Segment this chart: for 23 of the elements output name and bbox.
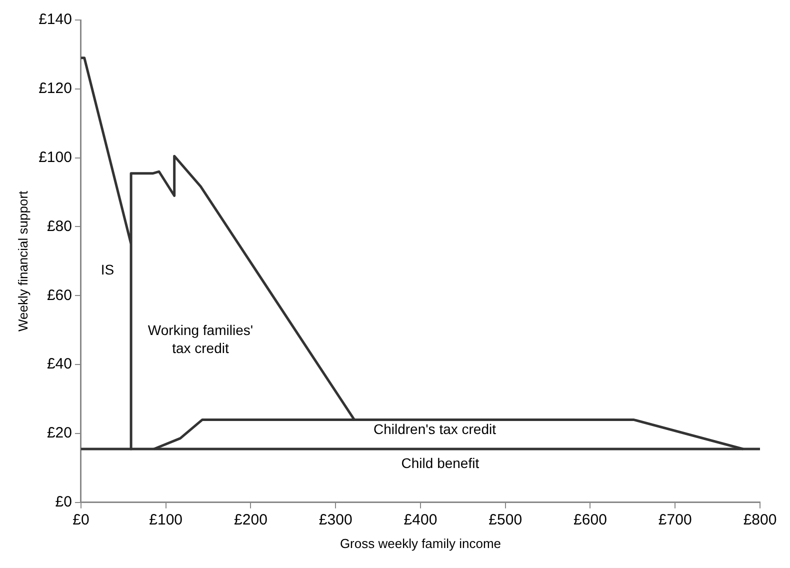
y-tick-label: £120 bbox=[38, 80, 72, 98]
x-tick-label: £400 bbox=[404, 512, 438, 529]
y-tick-label: £100 bbox=[38, 148, 72, 166]
y-tick-label: £40 bbox=[46, 356, 72, 373]
x-tick-label: £300 bbox=[318, 512, 352, 529]
y-tick-label: £80 bbox=[46, 218, 72, 235]
y-tick-label: £140 bbox=[38, 11, 72, 28]
annotation: IS bbox=[100, 262, 114, 278]
x-tick-label: £800 bbox=[743, 512, 777, 529]
y-tick-label: £20 bbox=[46, 424, 72, 442]
x-tick-label: £100 bbox=[149, 512, 183, 529]
x-axis-title: Gross weekly family income bbox=[340, 536, 502, 551]
annotation: Children's tax credit bbox=[373, 420, 496, 437]
annotation: Child benefit bbox=[401, 455, 480, 472]
x-tick-label: £0 bbox=[72, 512, 90, 529]
y-tick-label: £60 bbox=[46, 286, 72, 304]
y-tick-label: £0 bbox=[55, 494, 72, 511]
y-axis-title: Weekly financial support bbox=[15, 190, 30, 332]
x-tick-label: £200 bbox=[234, 512, 268, 529]
x-tick-label: £700 bbox=[658, 512, 692, 529]
annotation: Working families' tax credit bbox=[148, 322, 254, 356]
x-tick-label: £600 bbox=[574, 512, 607, 529]
x-tick-label: £500 bbox=[488, 512, 522, 529]
